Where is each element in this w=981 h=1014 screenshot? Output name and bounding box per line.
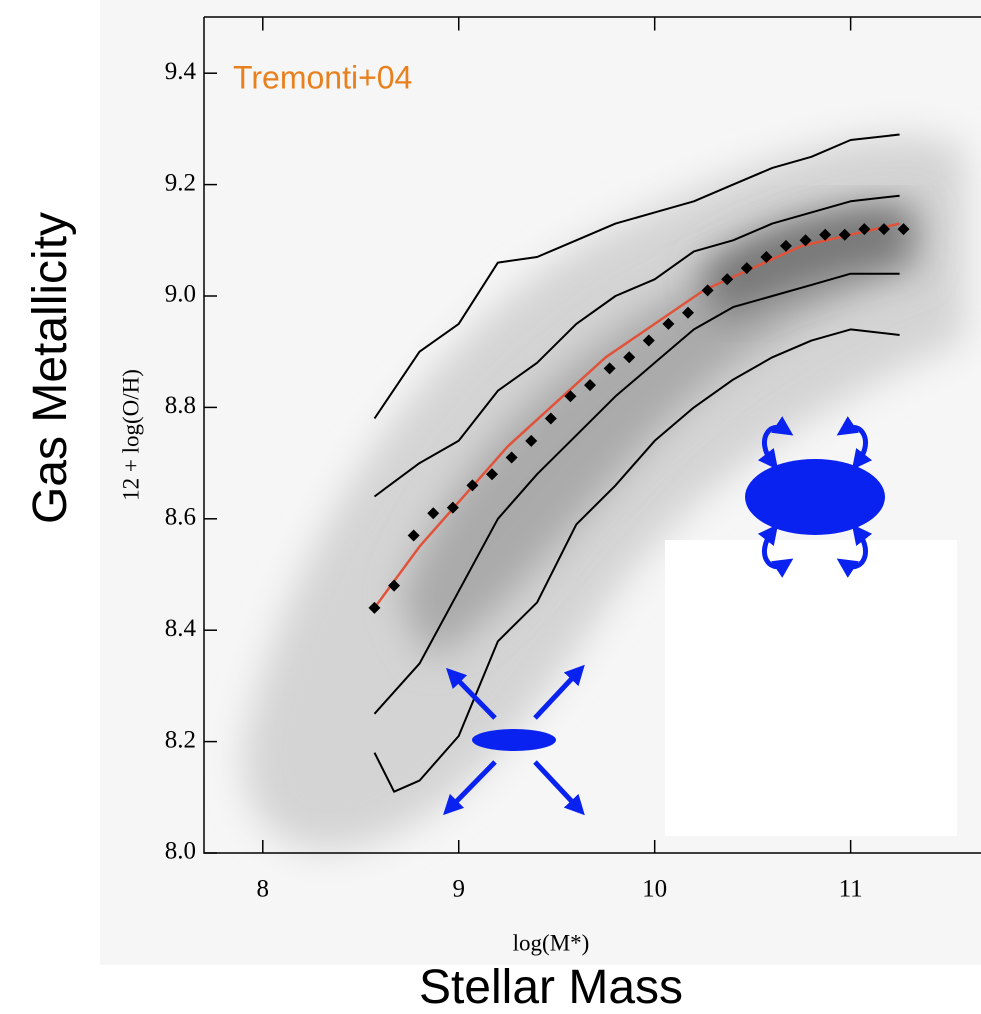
median-point: [564, 390, 577, 403]
median-point: [819, 228, 832, 241]
median-point: [623, 351, 636, 364]
series-line: [373, 194, 900, 498]
y-tick-label: 9.4: [165, 58, 197, 85]
median-point: [760, 251, 773, 264]
y-tick-label: 9.0: [165, 281, 196, 308]
median-point: [525, 434, 538, 447]
y-tick-label: 8.0: [165, 838, 196, 865]
y-caption: Gas Metallicity: [24, 212, 77, 524]
median-point: [544, 412, 557, 425]
median-point: [427, 507, 440, 520]
median-point: [407, 529, 420, 542]
median-point: [662, 317, 675, 330]
cover-box: [665, 540, 957, 836]
median-point: [877, 223, 890, 236]
annotation: Tremonti+04: [233, 59, 412, 95]
density-cloud: [243, 135, 966, 850]
series-line: [373, 328, 900, 793]
recycling-icon: [745, 416, 885, 578]
y-tick-label: 8.8: [165, 392, 196, 419]
y-axis-label: 12 + log(O/H): [118, 369, 143, 501]
median-point: [779, 239, 792, 252]
median-point: [446, 501, 459, 514]
x-tick-label: 10: [642, 876, 667, 903]
outflow-icon: [443, 664, 585, 816]
median-point: [897, 223, 910, 236]
median-point: [388, 579, 401, 592]
median-point: [721, 273, 734, 286]
series-line: [373, 272, 900, 715]
y-tick-label: 8.2: [165, 726, 196, 753]
y-tick-label: 9.2: [165, 169, 196, 196]
median-point: [799, 234, 812, 247]
median-point: [505, 451, 518, 464]
x-tick-label: 11: [839, 876, 863, 903]
x-tick-label: 8: [257, 876, 270, 903]
median-point: [701, 284, 714, 297]
median-point: [603, 362, 616, 375]
median-point: [466, 479, 479, 492]
median-point: [858, 223, 871, 236]
series-line: [373, 133, 900, 420]
y-tick-label: 8.6: [165, 504, 196, 531]
median-point: [838, 228, 851, 241]
x-axis-label: log(M*): [513, 930, 590, 955]
median-point: [486, 468, 499, 481]
median-point: [642, 334, 655, 347]
x-tick-label: 9: [452, 876, 465, 903]
y-tick-label: 8.4: [165, 615, 197, 642]
median-point: [740, 262, 753, 275]
median-point: [368, 601, 381, 614]
median-point: [681, 306, 694, 319]
median-point: [584, 379, 597, 392]
x-caption: Stellar Mass: [419, 961, 683, 1014]
